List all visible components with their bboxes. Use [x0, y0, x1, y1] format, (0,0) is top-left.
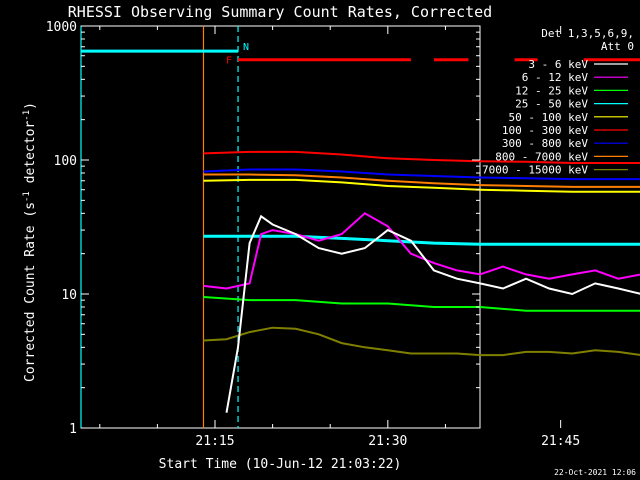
- legend-entry-label: 100 - 300 keV: [502, 124, 588, 137]
- x-axis-label: Start Time (10-Jun-12 21:03:22): [159, 457, 402, 472]
- plot-area: NFS: [80, 25, 640, 429]
- x-tick-label: 21:45: [541, 434, 580, 449]
- series-line: [203, 173, 640, 188]
- legend-entry-label: 300 - 800 keV: [502, 137, 588, 150]
- legend-entry-label: 12 - 25 keV: [515, 84, 588, 97]
- legend-entry-label: 50 - 100 keV: [509, 111, 589, 124]
- y-axis-label-exp1: -1: [22, 191, 32, 202]
- series-line: [203, 326, 640, 357]
- series-line: [203, 178, 640, 193]
- footer-timestamp: 22-Oct-2021 12:06: [554, 468, 636, 477]
- y-axis-label: Corrected Count Rate (s-1 detector-1): [22, 102, 38, 382]
- interval-label: N: [243, 42, 249, 53]
- legend-entry-label: 800 - 7000 keV: [495, 150, 588, 163]
- y-axis-label-exp2: -1: [22, 110, 32, 121]
- legend-entry-label: 25 - 50 keV: [515, 98, 588, 111]
- series-line: [203, 168, 640, 181]
- y-tick-label: 1000: [46, 20, 77, 35]
- series-line: [203, 296, 640, 312]
- legend-entry-label: 3 - 6 keV: [528, 58, 588, 71]
- y-axis-label-mid: detector: [23, 121, 38, 192]
- x-tick-label: 21:15: [195, 434, 234, 449]
- series-line: [225, 214, 640, 413]
- series-line: [203, 212, 640, 290]
- x-tick-label: 21:30: [368, 434, 407, 449]
- legend-header-line1: Det 1,3,5,6,9,: [541, 27, 634, 40]
- y-tick-label: 10: [61, 288, 77, 303]
- legend-header-line2: Att 0: [601, 40, 634, 53]
- legend-entry-label: 7000 - 15000 keV: [482, 164, 588, 177]
- y-axis-ticks: 1 10 100 1000: [46, 20, 480, 437]
- y-tick-label: 100: [54, 154, 77, 169]
- y-axis-label-end: ): [23, 102, 38, 110]
- chart-title: RHESSI Observing Summary Count Rates, Co…: [68, 3, 492, 21]
- y-axis-label-main: Corrected Count Rate (s: [23, 202, 38, 382]
- legend-entry-label: 6 - 12 keV: [522, 71, 589, 84]
- y-tick-label: 1: [69, 422, 77, 437]
- series-line: [203, 150, 640, 164]
- interval-label: F: [226, 56, 232, 67]
